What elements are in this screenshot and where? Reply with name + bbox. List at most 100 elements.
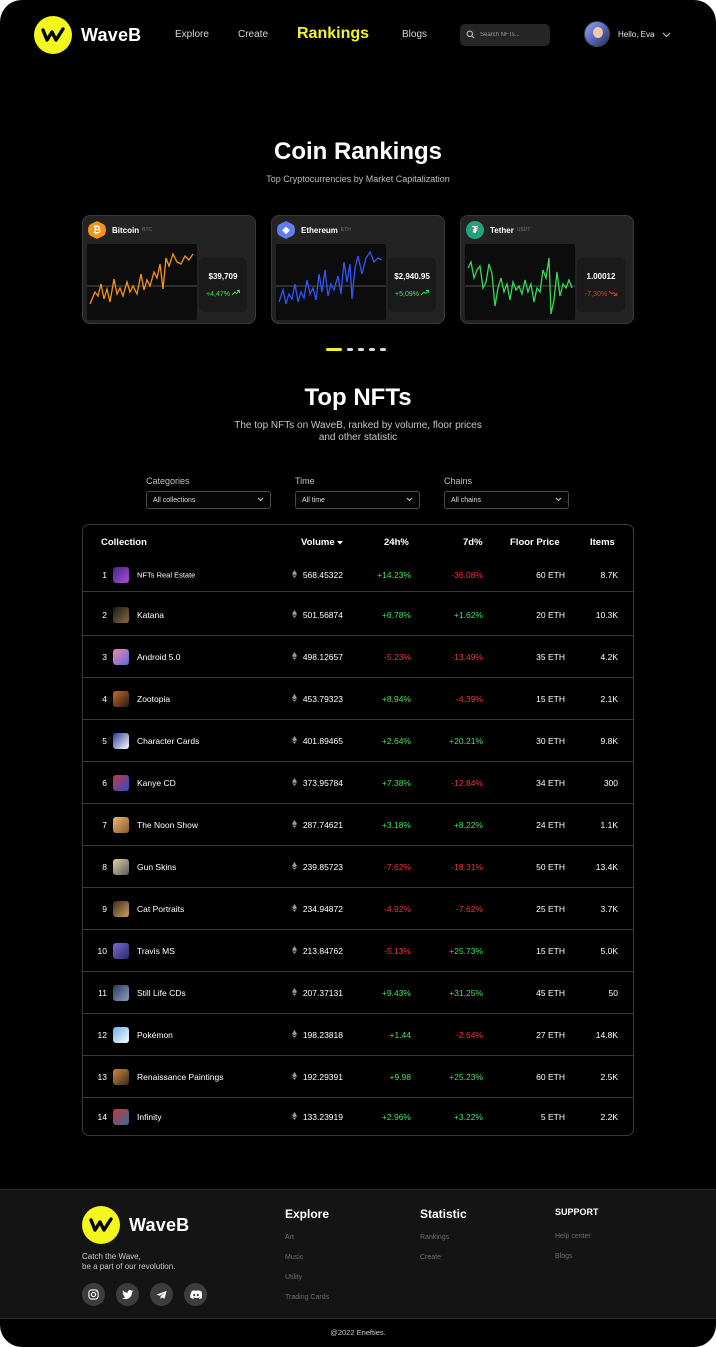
table-row[interactable]: 13 Renaissance Paintings 192.29391 +9.98 +25… — [83, 1056, 633, 1098]
trend-up-icon — [420, 290, 429, 298]
collection-name[interactable]: Kanye CD — [137, 777, 176, 788]
collection-thumbnail — [113, 567, 129, 583]
collection-name[interactable]: Character Cards — [137, 735, 200, 746]
volume-text: 239.85723 — [302, 861, 343, 872]
change-7d: -2.64% — [456, 1029, 483, 1040]
telegram-icon[interactable] — [150, 1283, 173, 1306]
collection-name[interactable]: Android 5.0 — [137, 651, 181, 662]
row-rank: 12 — [97, 1029, 107, 1040]
brand-logo[interactable]: WaveB — [34, 16, 141, 54]
table-row[interactable]: 10 Travis MS 213.84762 -5.13% +25.73% 15 ETH 5… — [83, 930, 633, 972]
footer-brand-logo[interactable]: WaveB — [82, 1206, 189, 1244]
carousel-dot[interactable] — [358, 348, 364, 351]
change-7d: -7.62% — [456, 903, 483, 914]
collection-name[interactable]: Cat Portraits — [137, 903, 185, 914]
footer-link[interactable]: Music — [285, 1254, 304, 1261]
coin-name: Bitcoin — [112, 225, 140, 235]
items-count: 2.2K — [600, 1112, 619, 1122]
table-row[interactable]: 11 Still Life CDs 207.37131 +9.43% +31.25% 45… — [83, 972, 633, 1014]
floor-price: 60 ETH — [536, 570, 565, 580]
change-7d: -4.39% — [456, 693, 483, 704]
collection-name[interactable]: Zootopia — [137, 693, 171, 704]
collection-name[interactable]: Still Life CDs — [137, 987, 186, 998]
collection-name[interactable]: Renaissance Paintings — [137, 1071, 224, 1082]
collection-thumbnail — [113, 648, 129, 665]
table-row[interactable]: 7 The Noon Show 287.74621 +3.18% +8.22% 24 ET… — [83, 804, 633, 846]
coin-card-tether[interactable]: ₮ Tether USDT 1.00012 -7,30% — [460, 215, 634, 324]
footer-link[interactable]: Art — [285, 1234, 294, 1241]
volume-text: 401.89465 — [302, 735, 343, 746]
footer-link[interactable]: Blogs — [555, 1253, 573, 1260]
column-header-7d[interactable]: 7d% — [463, 537, 483, 548]
carousel-dot[interactable] — [380, 348, 386, 351]
chains-select[interactable]: All chains — [444, 491, 569, 509]
table-row[interactable]: 2 Katana 501.56874 +6.78% +1.62% 20 ETH 10.3K — [83, 594, 633, 636]
sort-down-icon — [337, 537, 344, 548]
user-menu[interactable]: Hello, Eva — [584, 21, 671, 47]
volume-value — [291, 693, 297, 704]
change-24h: +1.44 — [389, 1029, 411, 1040]
collection-thumbnail — [113, 1068, 129, 1085]
table-row[interactable]: 3 Android 5.0 498.12657 -5.23% -13.49% 35 ETH… — [83, 636, 633, 678]
page-title: Coin Rankings — [273, 138, 442, 165]
categories-select[interactable]: All collections — [146, 491, 271, 509]
change-7d: -12.84% — [451, 777, 483, 788]
items-count: 8.7K — [600, 570, 619, 580]
volume-text: 133.23919 — [302, 1112, 343, 1122]
nav-link-blogs[interactable]: Blogs — [402, 29, 428, 40]
nav-link-create[interactable]: Create — [238, 29, 269, 40]
collection-name[interactable]: The Noon Show — [137, 819, 198, 830]
search-input[interactable] — [480, 32, 540, 38]
table-row[interactable]: 9 Cat Portraits 234.94872 -4.92% -7.62% 25 ET… — [83, 888, 633, 930]
wave-logo-icon — [82, 1206, 120, 1244]
column-header-24h[interactable]: 24h% — [384, 537, 409, 548]
chevron-down-icon — [406, 497, 413, 504]
items-count: 2.5K — [600, 1071, 619, 1082]
column-header-items[interactable]: Items — [590, 537, 615, 548]
row-rank: 7 — [102, 819, 107, 830]
table-row[interactable]: 12 Pokémon 198.23818 +1.44 -2.64% 27 ETH 14.8K — [83, 1014, 633, 1056]
collection-thumbnail — [113, 858, 129, 875]
discord-icon[interactable] — [184, 1283, 207, 1306]
floor-price: 45 ETH — [536, 987, 565, 998]
twitter-icon[interactable] — [116, 1283, 139, 1306]
nav-link-rankings[interactable]: Rankings — [297, 25, 370, 42]
collection-name[interactable]: Infinity — [137, 1112, 162, 1122]
carousel-dot[interactable] — [369, 348, 375, 351]
coin-card-ethereum[interactable]: ◆ Ethereum ETH $2,940.95 +5,09% — [271, 215, 445, 324]
column-header-collection[interactable]: Collection — [101, 537, 147, 548]
chevron-down-icon — [662, 25, 671, 43]
footer-link[interactable]: Utility — [285, 1274, 303, 1281]
footer-link[interactable]: Help center — [555, 1233, 591, 1240]
carousel-dot[interactable] — [326, 348, 342, 351]
column-header-volume[interactable]: Volume — [301, 537, 344, 548]
collection-name[interactable]: Katana — [137, 609, 164, 620]
collection-name[interactable]: NFTs Real Estate — [137, 570, 196, 580]
footer-link[interactable]: Create — [420, 1254, 442, 1261]
collection-name[interactable]: Gun Skins — [137, 861, 177, 872]
ethereum-icon — [291, 693, 297, 704]
carousel-dot[interactable] — [347, 348, 353, 351]
coin-card-bitcoin[interactable]: ₿ Bitcoin BTC $39,709 +4,47% — [82, 215, 256, 324]
table-row[interactable]: 4 Zootopia 453.79323 +8.94% -4.39% 15 ETH 2.1K — [83, 678, 633, 720]
footer-column-title: SUPPORT — [555, 1207, 599, 1217]
table-row[interactable]: 14 Infinity 133.23919 +2.96% +3.22% 5 ETH 2.2K — [83, 1098, 633, 1135]
volume-text: 287.74621 — [302, 819, 343, 830]
column-header-floor-price[interactable]: Floor Price — [510, 537, 560, 548]
table-row[interactable]: 1 NFTs Real Estate 568.45322 +14.23% -36.08%… — [83, 559, 633, 592]
ethereum-icon — [291, 570, 297, 580]
collection-name[interactable]: Travis MS — [137, 945, 175, 956]
items-count: 14.8K — [595, 1029, 618, 1040]
instagram-icon[interactable] — [82, 1283, 105, 1306]
table-row[interactable]: 6 Kanye CD 373.95784 +7.38% -12.84% 34 ETH 300 — [83, 762, 633, 804]
trend-up-icon — [231, 290, 240, 298]
footer-link[interactable]: Trading Cards — [285, 1294, 330, 1301]
coin-sparkline — [465, 244, 575, 320]
nav-link-explore[interactable]: Explore — [175, 29, 209, 40]
collection-thumbnail — [113, 984, 129, 1001]
collection-name[interactable]: Pokémon — [137, 1029, 173, 1040]
table-row[interactable]: 5 Character Cards 401.89465 +2.64% +20.21% 30… — [83, 720, 633, 762]
table-row[interactable]: 8 Gun Skins 239.85723 -7.62% -18.31% 50 ETH 13… — [83, 846, 633, 888]
footer-link[interactable]: Rankings — [420, 1234, 450, 1241]
time-select[interactable]: All time — [295, 491, 420, 509]
